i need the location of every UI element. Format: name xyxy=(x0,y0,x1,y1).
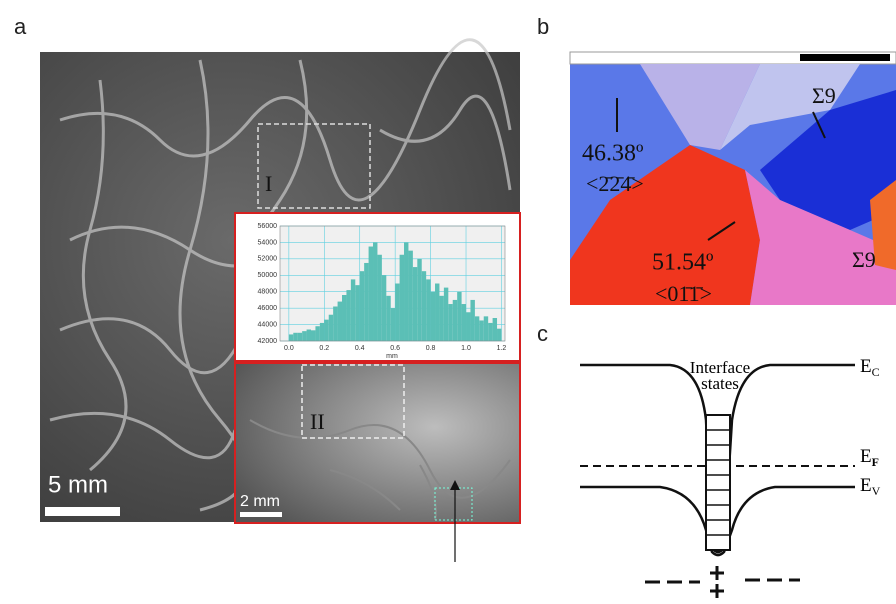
interface-states-box xyxy=(706,415,730,550)
bar xyxy=(351,279,355,341)
charges xyxy=(645,566,800,598)
panel-label: b xyxy=(537,14,549,39)
x-tick-label: 0.8 xyxy=(426,345,436,352)
bar xyxy=(493,318,497,341)
y-tick-label: 44000 xyxy=(258,321,278,328)
band-symbol: E xyxy=(860,446,872,467)
y-tick-label: 54000 xyxy=(258,239,278,246)
rotation-axis: <01̄1̄> xyxy=(655,281,712,306)
misorientation-angle: 51.54º xyxy=(652,250,714,276)
bar xyxy=(400,255,404,341)
bar xyxy=(484,316,488,341)
bar xyxy=(439,296,443,341)
y-tick-label: 46000 xyxy=(258,305,278,312)
bar xyxy=(488,323,492,341)
bar xyxy=(408,251,412,341)
bar xyxy=(453,300,457,341)
bar xyxy=(289,334,293,341)
bar xyxy=(338,302,342,341)
bar xyxy=(346,290,350,341)
map-header-bar xyxy=(800,54,890,61)
bar xyxy=(324,320,328,341)
panel-label: a xyxy=(14,14,27,39)
x-tick-label: 0.0 xyxy=(284,345,294,352)
scale-bar xyxy=(45,507,120,516)
bar xyxy=(435,284,439,342)
band-label: EF xyxy=(860,446,879,468)
scale-bar xyxy=(240,512,282,517)
bar xyxy=(293,333,297,341)
y-tick-label: 52000 xyxy=(258,256,278,263)
bar xyxy=(302,331,306,341)
bar xyxy=(391,308,395,341)
region-label: II xyxy=(310,409,325,434)
bar xyxy=(382,275,386,341)
bar xyxy=(355,285,359,341)
band-label: EC xyxy=(860,356,880,378)
bar xyxy=(342,295,346,341)
boundary-type: Σ9 xyxy=(852,247,876,272)
bar xyxy=(475,316,479,341)
bar xyxy=(395,284,399,342)
band-symbol: E xyxy=(860,356,872,377)
rotation-axis: <2̄2̄4̄> xyxy=(586,171,644,196)
scale-bar-label: 2 mm xyxy=(240,493,280,510)
x-tick-label: 1.2 xyxy=(497,345,507,352)
y-tick-label: 56000 xyxy=(258,223,278,230)
bar xyxy=(369,247,373,341)
band-subscript: C xyxy=(872,365,880,379)
bar xyxy=(307,330,311,342)
bar xyxy=(417,259,421,341)
bar xyxy=(320,323,324,341)
bar xyxy=(377,255,381,341)
x-tick-label: 0.2 xyxy=(319,345,329,352)
bar xyxy=(466,312,470,341)
misorientation-angle: 46.38º xyxy=(582,141,644,167)
y-tick-label: 48000 xyxy=(258,289,278,296)
figure: a I 5 mm 42000 44000 46000 48000 50000 52000 5… xyxy=(0,0,896,599)
x-tick-label: 0.4 xyxy=(355,345,365,352)
band-subscript: V xyxy=(872,484,881,498)
annotation: states xyxy=(701,374,739,393)
bar xyxy=(422,271,426,341)
bar xyxy=(329,315,333,341)
bar xyxy=(457,292,461,341)
bar xyxy=(333,307,337,342)
bar xyxy=(373,242,377,341)
bar xyxy=(431,292,435,341)
bar xyxy=(479,320,483,341)
bar xyxy=(444,288,448,341)
region-label: I xyxy=(265,171,272,196)
bar xyxy=(404,242,408,341)
bar xyxy=(413,267,417,341)
band-symbol: E xyxy=(860,475,872,496)
bar xyxy=(426,279,430,341)
bar xyxy=(311,330,315,341)
band-subscript: F xyxy=(872,455,879,469)
bar xyxy=(470,300,474,341)
scale-bar-label: 5 mm xyxy=(48,471,108,498)
bar xyxy=(360,271,364,341)
x-tick-label: 1.0 xyxy=(461,345,471,352)
band-label: EV xyxy=(860,475,881,497)
bar xyxy=(364,263,368,341)
bar xyxy=(462,304,466,341)
x-tick-label: 0.6 xyxy=(390,345,400,352)
bar xyxy=(315,326,319,341)
panel-label: c xyxy=(537,321,548,346)
bar xyxy=(386,296,390,341)
bar xyxy=(448,304,452,341)
boundary-type: Σ9 xyxy=(812,83,836,108)
y-tick-label: 42000 xyxy=(258,338,278,345)
x-axis-label: mm xyxy=(386,353,398,360)
bar xyxy=(298,333,302,341)
bar xyxy=(497,329,501,341)
y-tick-label: 50000 xyxy=(258,272,278,279)
